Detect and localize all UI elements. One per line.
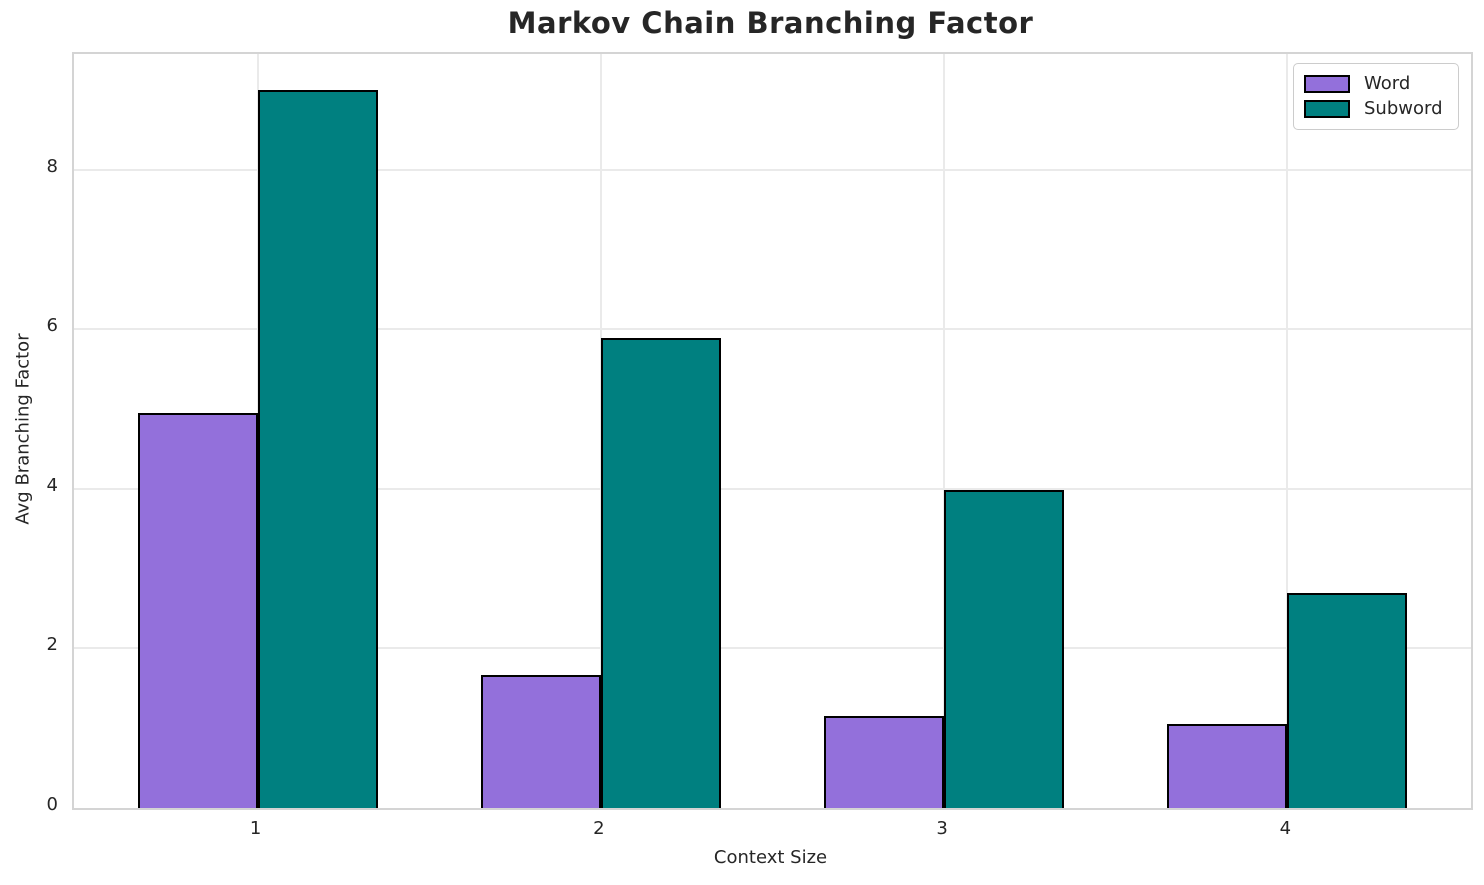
y-tick-label-8: 8	[46, 155, 58, 177]
y-tick-label-6: 6	[46, 315, 58, 337]
gridline-y-4	[74, 487, 1471, 490]
bar-subword-2	[600, 338, 721, 808]
gridline-y-2	[74, 647, 1471, 650]
gridline-x-3	[943, 54, 946, 808]
chart-title: Markov Chain Branching Factor	[507, 6, 1034, 40]
plot-area	[72, 52, 1473, 810]
bar-subword-3	[944, 490, 1065, 808]
x-axis-label: Context Size	[713, 847, 828, 868]
bar-word-3	[823, 716, 945, 808]
bar-subword-4	[1287, 593, 1408, 808]
x-tick-label-1: 1	[249, 818, 262, 839]
legend-label-word: Word	[1364, 73, 1411, 94]
legend-item-word: Word	[1304, 75, 1448, 93]
bar-word-4	[1167, 724, 1288, 808]
gridline-y-8	[74, 168, 1471, 171]
y-axis-label: Avg Branching Factor	[12, 333, 34, 525]
gridline-x-4	[1286, 54, 1289, 808]
gridline-y-6	[74, 328, 1471, 331]
y-tick-label-4: 4	[46, 474, 58, 496]
x-tick-label-3: 3	[936, 818, 948, 839]
bar-word-1	[137, 413, 258, 808]
y-tick-label-2: 2	[46, 634, 58, 656]
x-tick-label-4: 4	[1279, 818, 1292, 839]
bar-word-2	[480, 674, 601, 808]
legend-item-subword: Subword	[1304, 100, 1448, 118]
word-swatch-icon	[1304, 75, 1350, 93]
legend-label-subword: Subword	[1364, 98, 1443, 119]
legend: Word Subword	[1293, 63, 1459, 130]
y-tick-label-0: 0	[46, 794, 58, 815]
x-tick-label-2: 2	[593, 818, 605, 839]
bar-subword-1	[257, 89, 378, 808]
subword-swatch-icon	[1304, 100, 1350, 118]
